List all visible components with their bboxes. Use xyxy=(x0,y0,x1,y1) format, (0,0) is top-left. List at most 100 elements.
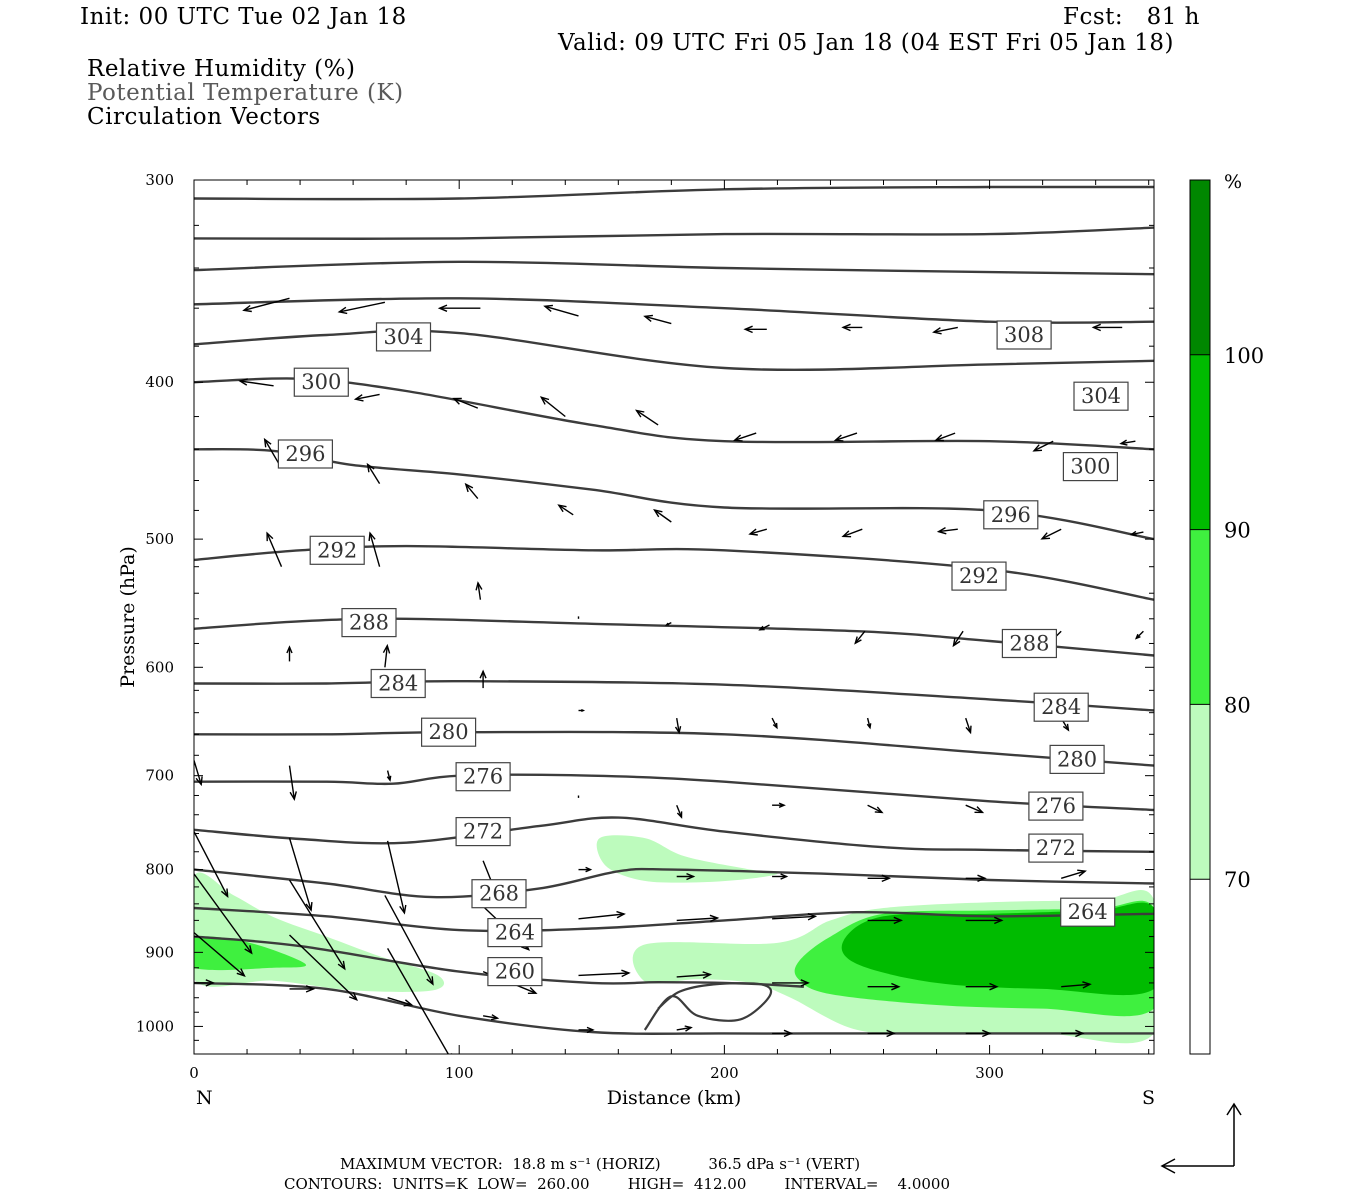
contour-label: 288 xyxy=(1001,628,1058,659)
y-tick-label: 600 xyxy=(145,658,174,676)
y-tick-label: 900 xyxy=(145,943,174,961)
x-tick-label: 0 xyxy=(189,1064,199,1082)
circulation-vector xyxy=(965,1029,992,1038)
svg-text:264: 264 xyxy=(495,921,535,945)
svg-text:296: 296 xyxy=(991,503,1031,527)
contour-label: 264 xyxy=(1060,897,1116,927)
rh-region-70-1 xyxy=(596,835,778,883)
theta-contour-284 xyxy=(194,679,1154,712)
circulation-vector xyxy=(1129,530,1144,537)
circulation-vector xyxy=(833,432,858,442)
y-tick-label: 400 xyxy=(145,373,174,391)
circulation-vector xyxy=(965,874,987,883)
contour-label: 292 xyxy=(309,535,365,565)
svg-text:264: 264 xyxy=(1068,900,1108,924)
theta-contour-loop xyxy=(643,982,773,1031)
x-end-label-south: S xyxy=(1142,1087,1155,1109)
theta-contour-308 xyxy=(194,260,1154,276)
svg-text:288: 288 xyxy=(1009,632,1049,656)
contour-label: 272 xyxy=(1028,833,1084,863)
circulation-vector xyxy=(854,630,866,645)
contour-label: 300 xyxy=(1062,452,1119,482)
circulation-vector xyxy=(965,982,999,991)
svg-text:292: 292 xyxy=(317,538,357,562)
circulation-vector xyxy=(867,804,884,814)
y-tick-label: 300 xyxy=(145,171,174,189)
circulation-vector xyxy=(772,979,810,987)
rh-region-80-3 xyxy=(194,936,307,971)
contour-label-layer: 304 300 296 292 288 284 280 276 272 268 264 260 308 3… xyxy=(277,320,1129,987)
circulation-vector xyxy=(288,765,297,801)
svg-text:304: 304 xyxy=(1081,384,1121,408)
x-tick-label: 300 xyxy=(975,1064,1004,1082)
colorbar-swatch xyxy=(1190,529,1210,705)
circulation-vector xyxy=(464,482,479,500)
circulation-vector xyxy=(387,997,414,1007)
circulation-vector xyxy=(676,914,720,923)
circulation-vector xyxy=(932,326,958,335)
y-tick-label: 800 xyxy=(145,861,174,879)
circulation-vector xyxy=(578,969,631,978)
circulation-vector xyxy=(1119,439,1136,446)
circulation-vector xyxy=(841,323,863,332)
svg-text:280: 280 xyxy=(429,720,469,744)
circulation-vector xyxy=(578,1026,595,1034)
circulation-vector xyxy=(1060,869,1087,879)
circulation-vector xyxy=(194,831,229,898)
svg-text:284: 284 xyxy=(378,672,418,696)
contour-label: 296 xyxy=(983,500,1039,530)
theta-contour-280 xyxy=(194,730,1154,767)
y-tick-label: 500 xyxy=(145,530,174,548)
x-tick-label: 200 xyxy=(710,1064,739,1082)
contour-label: 260 xyxy=(487,956,543,987)
circulation-vector xyxy=(452,397,479,409)
circulation-vector xyxy=(771,717,778,730)
contour-info-note: CONTOURS: UNITS=K LOW= 260.00 HIGH= 412.… xyxy=(284,1175,950,1193)
theta-contour-304 xyxy=(194,329,1154,372)
colorbar-unit: % xyxy=(1224,171,1242,193)
colorbar: 70 80 90 100 xyxy=(1189,179,1264,1055)
field-title-rh: Relative Humidity (%) xyxy=(87,56,356,82)
contour-label: 304 xyxy=(375,322,432,352)
init-time: Init: 00 UTC Tue 02 Jan 18 xyxy=(80,4,407,30)
circulation-vector xyxy=(732,432,757,442)
circulation-vector xyxy=(366,462,381,484)
contour-label: 280 xyxy=(421,717,477,747)
colorbar-swatch xyxy=(1190,879,1210,1054)
svg-text:300: 300 xyxy=(1070,455,1110,479)
colorbar-level-label: 100 xyxy=(1224,344,1264,368)
svg-text:268: 268 xyxy=(479,882,519,906)
circulation-vector xyxy=(242,297,290,313)
circulation-vector xyxy=(479,669,487,689)
circulation-vector xyxy=(676,971,713,979)
circulation-vector xyxy=(758,624,770,631)
max-vector-note: MAXIMUM VECTOR: 18.8 m s⁻¹ (HORIZ) 36.5 … xyxy=(340,1155,861,1173)
svg-text:308: 308 xyxy=(1004,323,1044,347)
circulation-vector xyxy=(772,1029,794,1038)
theta-contour-264 xyxy=(194,906,1154,933)
forecast-hour: Fcst: 81 h xyxy=(1063,4,1200,30)
circulation-vector xyxy=(965,717,972,735)
circulation-vector xyxy=(238,378,274,387)
circulation-vector xyxy=(934,432,956,442)
circulation-vector xyxy=(676,1025,693,1032)
field-title-vectors: Circulation Vectors xyxy=(87,104,321,130)
circulation-vector xyxy=(743,325,767,334)
circulation-vector xyxy=(386,948,453,1054)
svg-text:300: 300 xyxy=(301,370,341,394)
contour-label: 276 xyxy=(455,762,511,792)
circulation-vector xyxy=(543,304,579,317)
field-title-theta: Potential Temperature (K) xyxy=(87,80,404,106)
circulation-vector xyxy=(475,581,483,600)
circulation-vector xyxy=(1061,981,1092,989)
circulation-vector xyxy=(676,872,696,881)
circulation-vector xyxy=(286,645,293,662)
circulation-vector xyxy=(867,874,892,883)
theta-contour-276 xyxy=(194,773,1154,812)
colorbar-level-label: 70 xyxy=(1224,868,1251,892)
contour-label: 284 xyxy=(370,668,426,699)
circulation-vector xyxy=(288,837,313,912)
colorbar-swatch xyxy=(1190,180,1210,355)
colorbar-frame xyxy=(1189,179,1211,1055)
